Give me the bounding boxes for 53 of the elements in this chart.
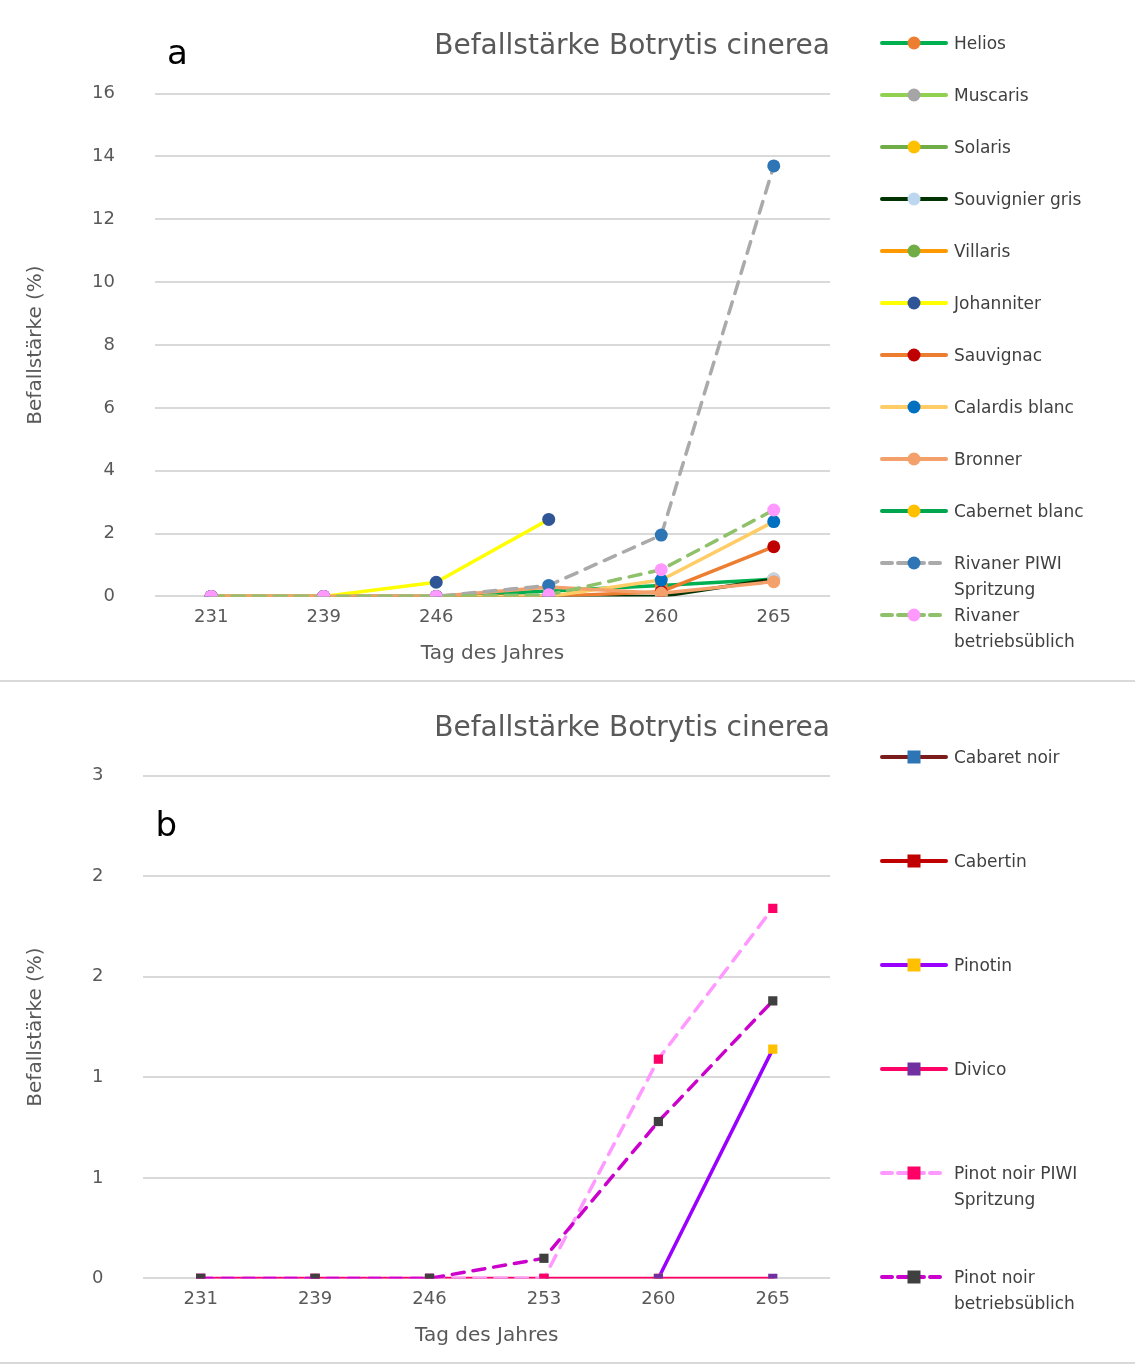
- legend-label: Rivaner PIWI Spritzung: [954, 552, 1063, 601]
- x-tick-label: 253: [531, 604, 566, 626]
- x-tick-label: 246: [419, 604, 454, 626]
- y-tick-label: 1: [92, 1165, 104, 1187]
- y-axis-title: Befallstärke (%): [22, 947, 47, 1107]
- x-tick-label: 239: [297, 1286, 333, 1308]
- legend-label: Rivaner betriebsüblich: [954, 604, 1076, 653]
- legend-label: Villaris: [954, 240, 1012, 263]
- x-tick-label: 239: [306, 604, 341, 626]
- y-tick-label: 2: [92, 863, 104, 885]
- y-tick-label: 1: [92, 1064, 104, 1086]
- x-axis-title: Tag des Jahres: [419, 640, 565, 665]
- legend-label: Divico: [954, 1058, 1008, 1081]
- y-tick-label: 10: [92, 269, 115, 291]
- y-tick-label: 6: [103, 395, 115, 417]
- y-tick-label: 3: [92, 763, 104, 785]
- y-tick-label: 0: [92, 1266, 104, 1288]
- legend-label: Cabaret noir: [954, 746, 1061, 769]
- legend-label: Pinotin: [954, 954, 1013, 977]
- y-tick-label: 14: [92, 144, 115, 166]
- text: a: [166, 32, 188, 73]
- y-tick-label: 12: [92, 206, 115, 228]
- legend-label: Helios: [954, 32, 1007, 55]
- x-tick-label: 265: [756, 604, 791, 626]
- chart-title: Befallstärke Botrytis cinerea: [434, 710, 830, 744]
- x-tick-label: 265: [755, 1286, 790, 1308]
- legend-label: Cabernet blanc: [954, 500, 1085, 523]
- legend-label: Muscaris: [954, 84, 1030, 107]
- x-tick-label: 246: [412, 1286, 447, 1308]
- y-tick-label: 2: [103, 521, 115, 543]
- chart-title: Befallstärke Botrytis cinerea: [434, 28, 830, 62]
- x-tick-label: 260: [641, 1286, 676, 1308]
- annotation: b: [155, 804, 178, 845]
- legend-label: Calardis blanc: [954, 396, 1075, 419]
- x-tick-label: 260: [644, 604, 679, 626]
- y-tick-label: 8: [103, 332, 115, 354]
- x-tick-label: 231: [193, 604, 229, 626]
- legend-label: Pinot noir betriebsüblich: [954, 1266, 1076, 1315]
- y-axis-title: Befallstärke (%): [22, 265, 47, 425]
- x-axis-title: Tag des Jahres: [414, 1322, 559, 1347]
- y-tick-label: 16: [92, 81, 115, 103]
- y-tick-label: 0: [103, 584, 115, 606]
- x-tick-label: 231: [183, 1286, 218, 1308]
- legend-label: Cabertin: [954, 850, 1028, 873]
- legend-label: Solaris: [954, 136, 1012, 159]
- y-tick-label: 2: [92, 964, 104, 986]
- x-tick-label: 253: [526, 1286, 562, 1308]
- legend-label: Pinot noir PIWI Spritzung: [954, 1162, 1079, 1211]
- legend-label: Bronner: [954, 448, 1023, 471]
- y-tick-label: 4: [103, 458, 115, 480]
- legend-label: Souvignier gris: [954, 188, 1083, 211]
- legend-label: Johanniter: [954, 292, 1042, 315]
- legend-label: Sauvignac: [954, 344, 1044, 367]
